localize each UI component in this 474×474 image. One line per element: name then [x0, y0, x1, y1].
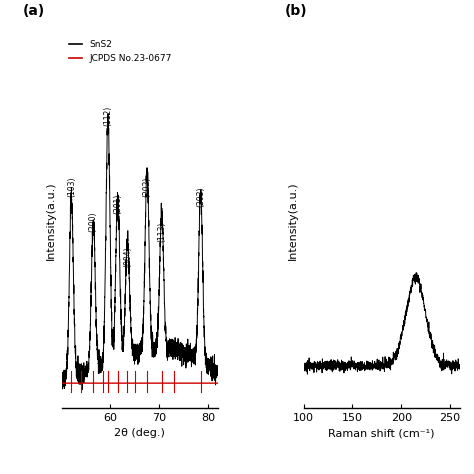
X-axis label: Raman shift (cm⁻¹): Raman shift (cm⁻¹)	[328, 428, 435, 438]
Text: (004): (004)	[123, 246, 132, 267]
Text: (203): (203)	[196, 187, 205, 207]
Text: (112): (112)	[103, 106, 112, 126]
Text: (200): (200)	[89, 211, 98, 232]
Y-axis label: Intensity(a.u.): Intensity(a.u.)	[46, 181, 56, 260]
X-axis label: 2θ (deg.): 2θ (deg.)	[114, 428, 165, 438]
Text: (a): (a)	[23, 4, 45, 18]
Text: (103): (103)	[67, 176, 76, 197]
Legend: SnS2, JCPDS No.23-0677: SnS2, JCPDS No.23-0677	[66, 38, 175, 65]
Text: (202): (202)	[143, 176, 152, 197]
Text: (201): (201)	[113, 194, 122, 214]
Y-axis label: Intensity(a.u.): Intensity(a.u.)	[288, 181, 298, 260]
Text: (b): (b)	[285, 4, 308, 18]
Text: (113): (113)	[157, 222, 166, 242]
